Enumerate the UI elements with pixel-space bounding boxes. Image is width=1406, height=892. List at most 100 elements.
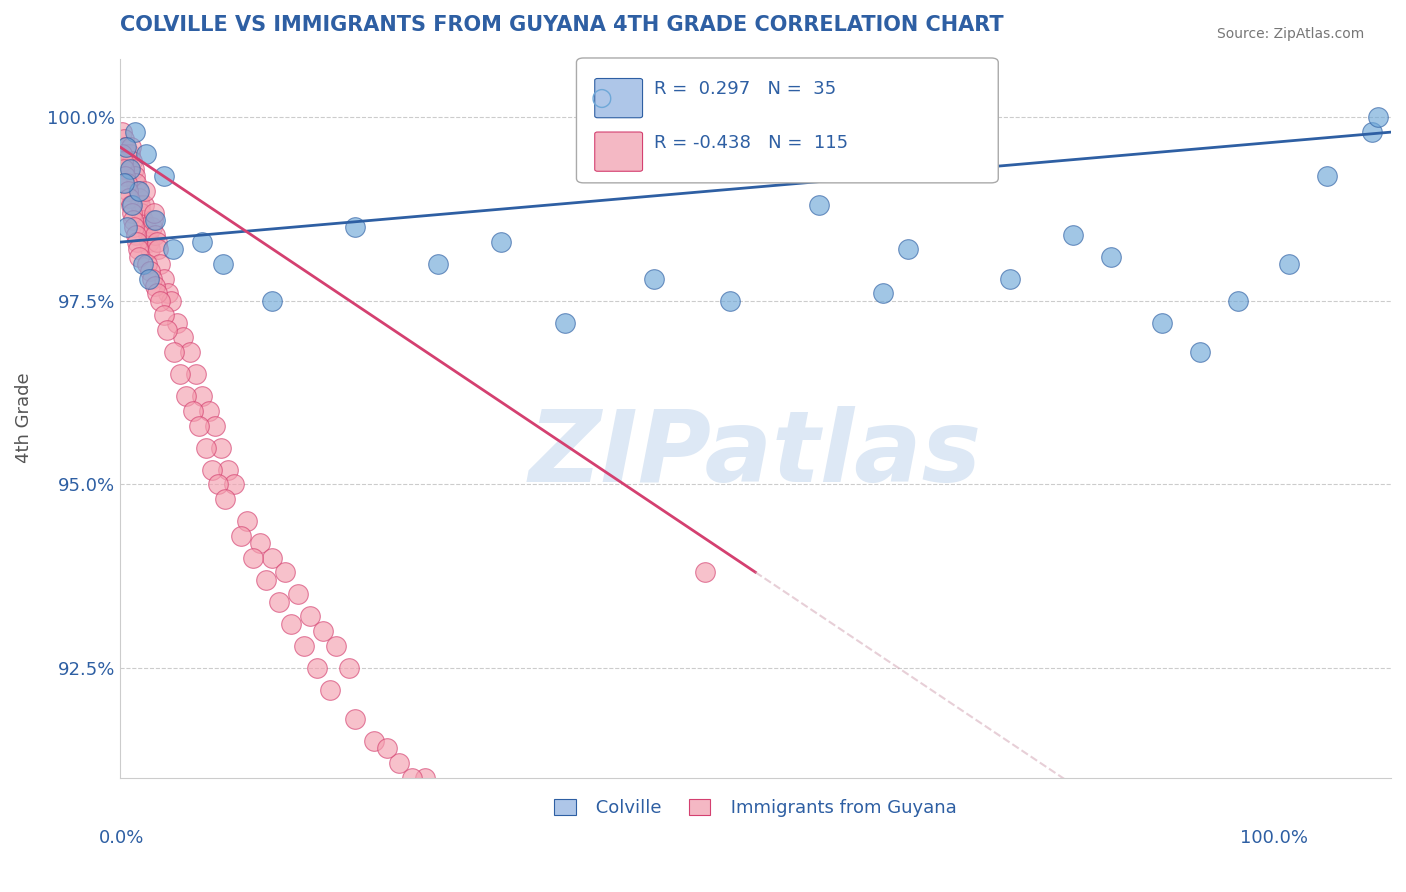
Point: [249, 536, 271, 550]
Point: [124, 125, 146, 139]
Point: [111, 147, 134, 161]
Point: [156, 323, 179, 337]
Point: [124, 169, 146, 183]
Point: [554, 316, 576, 330]
Point: [146, 243, 169, 257]
Point: [1189, 345, 1212, 359]
Point: [112, 132, 135, 146]
Point: [343, 712, 366, 726]
Point: [194, 441, 217, 455]
Point: [118, 191, 141, 205]
Point: [131, 206, 153, 220]
Point: [325, 639, 347, 653]
Point: [152, 309, 174, 323]
Point: [1278, 257, 1301, 271]
Point: [229, 528, 252, 542]
Point: [197, 404, 219, 418]
Point: [179, 345, 201, 359]
Point: [1152, 316, 1174, 330]
Point: [236, 514, 259, 528]
Point: [181, 404, 204, 418]
Point: [1099, 250, 1122, 264]
Point: [114, 140, 136, 154]
Point: [125, 177, 148, 191]
Point: [117, 184, 139, 198]
Point: [169, 367, 191, 381]
Point: [125, 235, 148, 249]
Point: [312, 624, 335, 638]
Point: [363, 734, 385, 748]
Point: [117, 154, 139, 169]
Point: [477, 844, 499, 858]
Point: [149, 257, 172, 271]
Point: [136, 257, 159, 271]
Point: [897, 243, 920, 257]
Point: [163, 345, 186, 359]
Point: [121, 154, 143, 169]
Point: [1367, 111, 1389, 125]
Point: [159, 293, 181, 308]
Point: [142, 213, 165, 227]
Point: [139, 243, 162, 257]
Point: [135, 220, 157, 235]
Legend:  Colville,  Immigrants from Guyana: Colville, Immigrants from Guyana: [546, 789, 966, 826]
Point: [143, 206, 166, 220]
Point: [141, 220, 163, 235]
Point: [118, 161, 141, 176]
Text: R = -0.438   N =  115: R = -0.438 N = 115: [654, 134, 848, 152]
Point: [143, 213, 166, 227]
Point: [305, 660, 328, 674]
Point: [166, 316, 188, 330]
Point: [267, 594, 290, 608]
Point: [122, 161, 145, 176]
Point: [128, 191, 150, 205]
Point: [145, 235, 167, 249]
Point: [489, 235, 512, 249]
Point: [120, 140, 142, 154]
Point: [157, 286, 180, 301]
Point: [115, 147, 138, 161]
Text: ○: ○: [591, 87, 613, 110]
Point: [451, 822, 474, 836]
Point: [439, 785, 461, 799]
Point: [375, 741, 398, 756]
Point: [191, 235, 214, 249]
Point: [120, 198, 142, 212]
Text: Source: ZipAtlas.com: Source: ZipAtlas.com: [1216, 27, 1364, 41]
Point: [153, 169, 176, 183]
Point: [143, 279, 166, 293]
Point: [117, 161, 139, 176]
Point: [426, 257, 449, 271]
Point: [129, 198, 152, 212]
Point: [401, 771, 423, 785]
Point: [188, 418, 211, 433]
Point: [655, 858, 678, 872]
Point: [516, 814, 538, 829]
Point: [143, 227, 166, 242]
Point: [337, 660, 360, 674]
Point: [224, 477, 246, 491]
Point: [211, 257, 233, 271]
Text: COLVILLE VS IMMIGRANTS FROM GUYANA 4TH GRADE CORRELATION CHART: COLVILLE VS IMMIGRANTS FROM GUYANA 4TH G…: [120, 15, 1004, 35]
Point: [111, 154, 134, 169]
Point: [204, 418, 226, 433]
Point: [138, 235, 160, 249]
Point: [426, 800, 449, 814]
Point: [138, 272, 160, 286]
Point: [1316, 169, 1339, 183]
Point: [121, 206, 143, 220]
Point: [127, 243, 149, 257]
Point: [201, 462, 224, 476]
Point: [136, 227, 159, 242]
Point: [287, 587, 309, 601]
Point: [184, 367, 207, 381]
Point: [643, 272, 665, 286]
Point: [162, 243, 184, 257]
Point: [114, 169, 136, 183]
Point: [121, 198, 143, 212]
Point: [1227, 293, 1250, 308]
Point: [413, 771, 436, 785]
Point: [693, 565, 716, 579]
Point: [872, 286, 894, 301]
Point: [128, 250, 150, 264]
